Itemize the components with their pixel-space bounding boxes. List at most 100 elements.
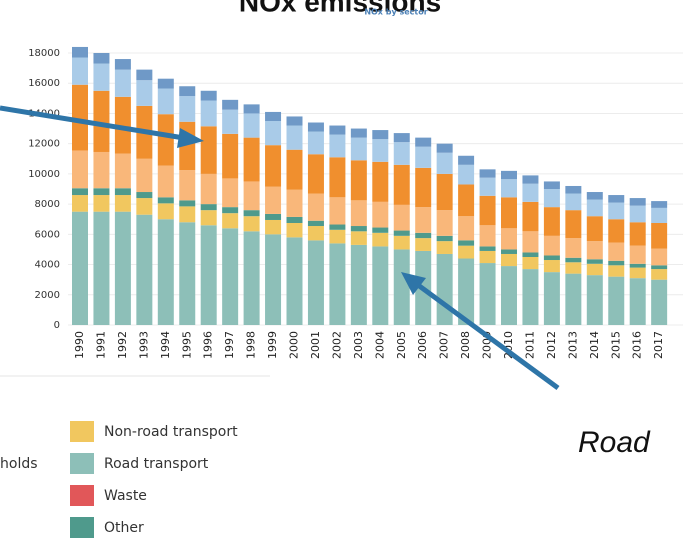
bar-segment [501, 170, 517, 180]
bar-segment [179, 96, 196, 122]
bar-segment [307, 220, 324, 227]
bar-segment [329, 134, 346, 158]
bar-segment [436, 241, 453, 254]
annotation: Road [578, 426, 651, 459]
bar-segment [586, 263, 603, 276]
bar-segment [179, 206, 196, 223]
bar-segment [72, 57, 88, 85]
bar-segment [458, 245, 475, 259]
bar-segment [307, 122, 324, 132]
bar-segment [479, 263, 496, 325]
bar-segment [93, 195, 110, 212]
bar-segment [651, 265, 668, 270]
bar-segment [651, 201, 668, 208]
bar-segment [458, 240, 475, 246]
bar-segment [329, 243, 346, 325]
bar-segment [479, 169, 496, 178]
bar-segment [329, 197, 346, 225]
x-tick-label: 1993 [137, 331, 150, 359]
bar-segment [629, 222, 646, 246]
bar-segment [286, 125, 303, 150]
bar-segment [222, 109, 239, 134]
bar-segment [608, 195, 625, 203]
chart-subtitle: NOx by sector [364, 8, 427, 17]
bar-segment [479, 250, 496, 264]
bar-segment [393, 133, 410, 143]
bar-segment [286, 237, 303, 325]
bar-segment [372, 227, 389, 233]
bar-segment [393, 164, 410, 205]
x-tick-label: 2004 [373, 331, 386, 359]
bar-segment [114, 96, 131, 154]
bar-segment [157, 219, 174, 325]
bar-segment [136, 214, 153, 325]
bar-segment [372, 232, 389, 247]
bar-segment [565, 257, 582, 263]
bar-segment [179, 170, 196, 201]
bar-segment [479, 195, 496, 226]
bar-segment [436, 253, 453, 325]
bar-segment [436, 152, 453, 174]
bar-segment [651, 269, 668, 280]
bar-segment [501, 266, 517, 325]
bar-segment [222, 178, 239, 208]
bar-segment [72, 211, 88, 325]
bar-segment [651, 279, 668, 325]
bar-segment [608, 265, 625, 277]
x-tick-label: 1994 [159, 331, 172, 359]
x-tick-label: 1990 [73, 331, 86, 359]
y-tick-label: 18000 [28, 48, 60, 59]
bar-segment [307, 240, 324, 325]
legend-label: holds [0, 456, 38, 472]
bar-segment [222, 207, 239, 214]
bar-segment [350, 200, 367, 227]
bar-segment [307, 226, 324, 241]
x-tick-label: 2014 [588, 331, 601, 359]
bar-segment [522, 183, 539, 202]
bar-segment [415, 137, 432, 147]
bar-segment [265, 145, 282, 187]
legend-label: Non-road transport [104, 424, 238, 440]
bar-segment [243, 231, 260, 325]
bar-segment [629, 205, 646, 223]
bar-segment [265, 186, 282, 214]
x-tick-label: 2007 [438, 331, 451, 359]
bar-segment [329, 229, 346, 244]
bar-segment [265, 121, 282, 146]
bar-segment [372, 161, 389, 202]
bar-segment [415, 167, 432, 208]
bar-segment [415, 232, 432, 239]
bar-segment [157, 88, 174, 115]
bar-segment [372, 201, 389, 228]
bar-segment [286, 189, 303, 217]
legend-swatch [70, 517, 94, 538]
bar-segment [307, 193, 324, 221]
bar-segment [393, 235, 410, 250]
bar-segment [393, 249, 410, 325]
bar-segment [479, 246, 496, 251]
bar-segment [458, 184, 475, 217]
bar-segment [329, 224, 346, 230]
bar-segment [114, 211, 131, 325]
bar-segment [200, 100, 217, 127]
bar-segment [286, 116, 303, 126]
bar-segment [565, 273, 582, 325]
bar-segment [372, 246, 389, 325]
bar-segment [543, 235, 560, 256]
arrow [0, 105, 204, 148]
bar-segment [436, 143, 453, 153]
bar-segment [522, 252, 539, 257]
bar-segment [350, 231, 367, 245]
bar-segment [114, 188, 131, 196]
bar-segment [458, 216, 475, 241]
bar-segment [265, 219, 282, 235]
x-tick-label: 2013 [566, 331, 579, 359]
bar-segment [350, 226, 367, 232]
bar-segment [543, 272, 560, 325]
y-tick-label: 12000 [28, 139, 60, 150]
bar-segment [651, 248, 668, 266]
bar-segment [114, 153, 131, 189]
bar-segment [458, 164, 475, 185]
bar-segment [243, 210, 260, 217]
bar-segment [307, 131, 324, 155]
